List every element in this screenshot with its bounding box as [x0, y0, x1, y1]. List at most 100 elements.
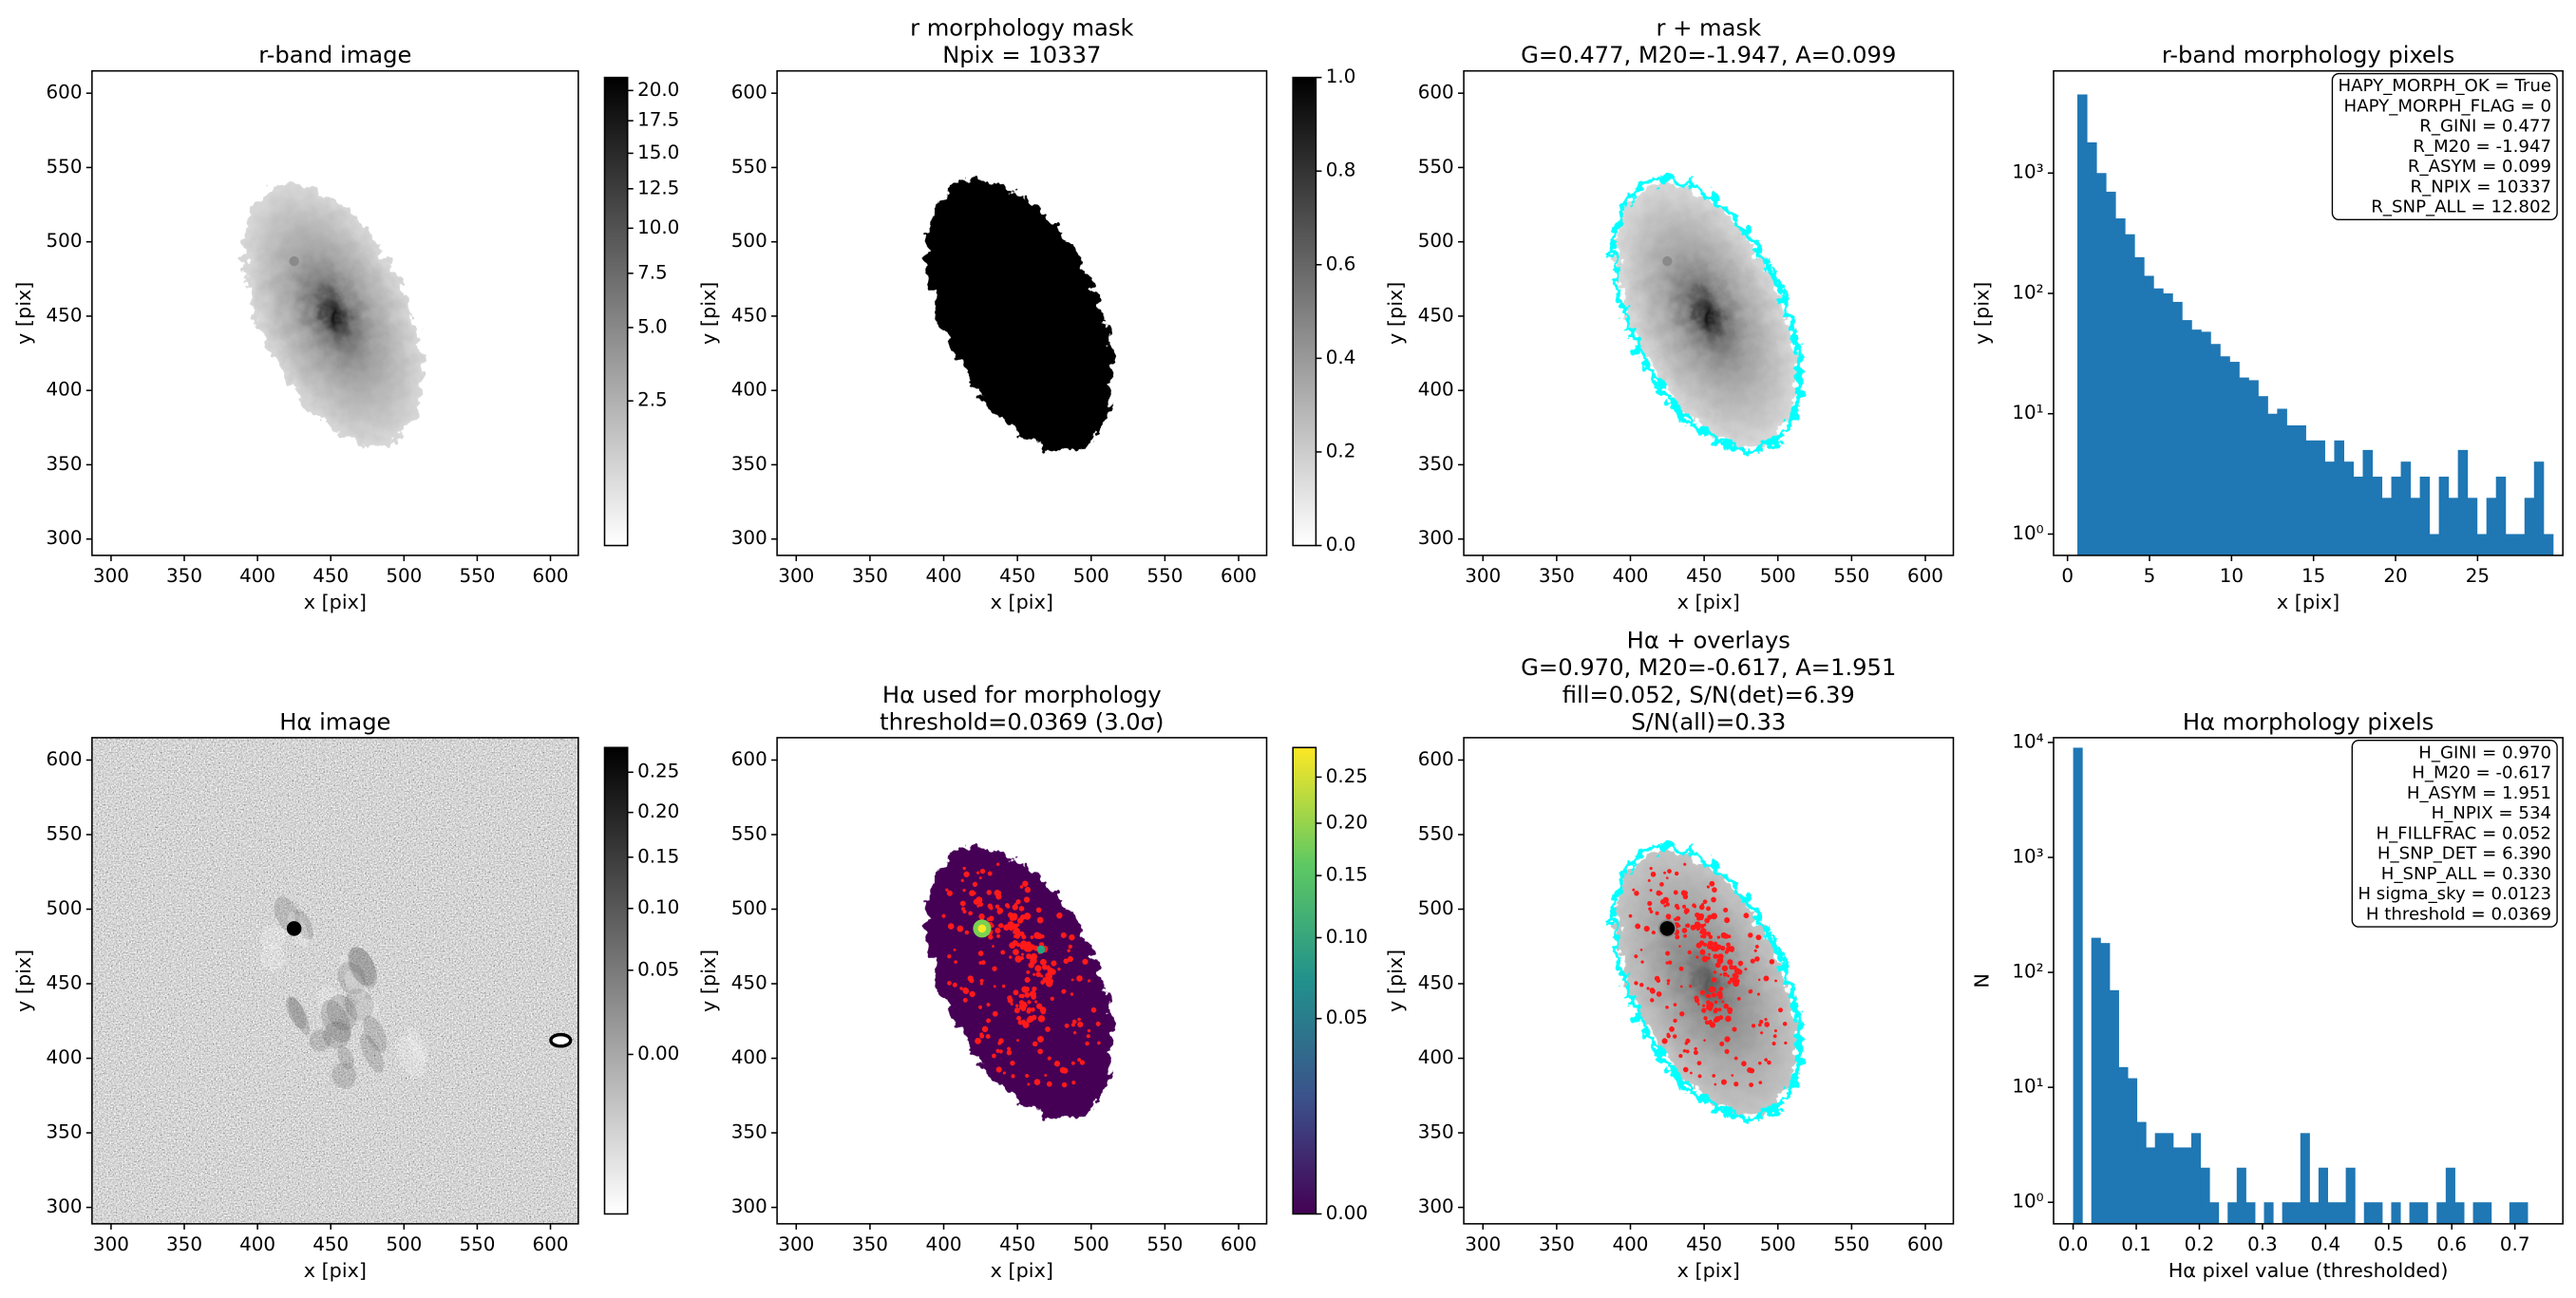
y-tick-label: 600: [1418, 82, 1454, 103]
y-tick-label: 300: [731, 527, 767, 549]
bar: [2118, 1066, 2129, 1224]
faint-structure: [326, 994, 358, 1031]
faint-structure: [259, 925, 287, 950]
x-tick-label: 450: [313, 565, 349, 587]
y-tick-label: 300: [731, 1195, 767, 1217]
detected-pixel: [1699, 989, 1706, 995]
bar: [2182, 320, 2192, 555]
colorbar: [1292, 76, 1317, 547]
detected-pixel: [1692, 903, 1696, 908]
x-tick-label: 350: [1539, 1233, 1575, 1255]
x-axis-label: x [pix]: [304, 591, 367, 613]
detected-pixel: [1754, 944, 1759, 949]
bar: [2154, 1133, 2165, 1224]
detected-pixel: [1050, 996, 1054, 1001]
bar: [2077, 94, 2088, 555]
detected-pixel: [980, 960, 986, 966]
detected-pixel: [1684, 924, 1688, 928]
detected-pixel: [1733, 968, 1741, 975]
bar: [2362, 449, 2374, 555]
detected-pixel: [1673, 1003, 1677, 1006]
detected-pixel: [1694, 995, 1699, 1000]
detected-pixel: [1777, 1007, 1783, 1013]
panel: 0.0 0.1 0.2 0.3 0.4 0.5 0.6 0.7 10⁰ 10¹ 10² 10³ 10⁴ H…: [1971, 708, 2564, 1282]
detected-pixel: [1708, 934, 1714, 940]
detected-pixel: [1737, 960, 1744, 967]
annotation-line: R_GINI = 0.477: [2419, 117, 2551, 137]
detected-pixel: [972, 881, 978, 888]
x-tick-label: 10: [2220, 565, 2244, 587]
detected-pixel: [1754, 956, 1760, 962]
detected-pixel: [1727, 1009, 1733, 1015]
y-tick-label: 10⁴: [2012, 730, 2043, 752]
faint-structure: [286, 996, 307, 1029]
galaxy: [244, 183, 424, 446]
detected-pixel: [1040, 974, 1044, 978]
detected-pixel: [1683, 933, 1687, 938]
y-tick-label: 500: [47, 897, 83, 919]
faint-structure: [338, 954, 362, 989]
knot: [1036, 945, 1046, 954]
plot-area: [1611, 177, 1803, 453]
x-tick-label: 550: [459, 565, 495, 587]
panel-title: Npix = 10337: [942, 42, 1101, 68]
panel-title: threshold=0.0369 (3.0σ): [880, 708, 1164, 735]
bar: [2334, 440, 2344, 555]
detected-pixel: [1067, 955, 1073, 962]
detected-pixel: [1659, 892, 1663, 895]
detected-pixel: [1784, 1041, 1788, 1045]
detected-pixel: [1029, 990, 1036, 998]
detected-pixel: [1764, 1022, 1771, 1027]
annotation-line: H_FILLFRAC = 0.052: [2376, 823, 2551, 843]
detected-pixel: [1749, 1082, 1754, 1087]
x-axis-label: x [pix]: [2277, 591, 2339, 613]
detected-pixel: [1673, 1018, 1677, 1024]
detected-pixel: [1767, 1060, 1771, 1065]
detected-pixel: [1665, 950, 1671, 956]
x-tick-label: 450: [313, 1233, 349, 1255]
detected-pixel: [1010, 1060, 1015, 1066]
detected-pixel: [1079, 1060, 1086, 1065]
x-tick-label: 0.0: [2058, 1233, 2089, 1255]
detected-pixel: [998, 1049, 1003, 1054]
y-axis-label: y [pix]: [1384, 950, 1407, 1012]
detected-pixel: [1659, 881, 1664, 887]
detected-pixel: [1026, 1008, 1032, 1014]
detected-pixel: [1782, 1022, 1788, 1026]
detected-pixel: [1064, 1023, 1070, 1028]
colorbar-tick-label: 0.00: [637, 1043, 679, 1064]
bar: [2201, 331, 2211, 555]
mask-outline: [1611, 177, 1803, 453]
x-tick-label: 500: [1073, 1233, 1109, 1255]
detected-pixel: [1706, 885, 1711, 889]
detected-pixel: [1678, 945, 1681, 948]
detected-pixel: [996, 862, 1000, 866]
detected-pixel: [1774, 979, 1777, 983]
colorbar-tick-label: 2.5: [637, 389, 668, 411]
detected-pixel: [1087, 1028, 1091, 1033]
y-tick-label: 10⁰: [2012, 1191, 2043, 1213]
annotation-line: H_M20 = -0.617: [2412, 763, 2551, 783]
detected-pixel: [1024, 991, 1031, 998]
detected-pixel: [1032, 972, 1036, 976]
y-tick-label: 350: [1418, 1121, 1454, 1143]
detected-pixel: [1773, 1029, 1777, 1033]
detected-pixel: [1706, 1004, 1712, 1009]
colorbar-tick-label: 5.0: [637, 315, 668, 337]
detected-pixel: [1648, 907, 1652, 912]
detected-pixel: [1015, 899, 1021, 905]
detected-pixel: [1673, 890, 1678, 895]
x-tick-label: 400: [926, 565, 962, 587]
y-tick-label: 10¹: [2012, 1076, 2043, 1098]
x-tick-label: 15: [2301, 565, 2325, 587]
detected-pixel: [1726, 942, 1731, 948]
detected-pixel: [1020, 993, 1025, 999]
axes-frame: [2053, 69, 2564, 556]
bar: [2200, 1167, 2210, 1224]
detected-pixel: [1013, 902, 1018, 907]
detected-pixel: [1695, 955, 1699, 959]
detected-pixel: [1722, 971, 1728, 977]
panel-title: S/N(all)=0.33: [1631, 708, 1786, 735]
detected-pixel: [1678, 966, 1684, 971]
